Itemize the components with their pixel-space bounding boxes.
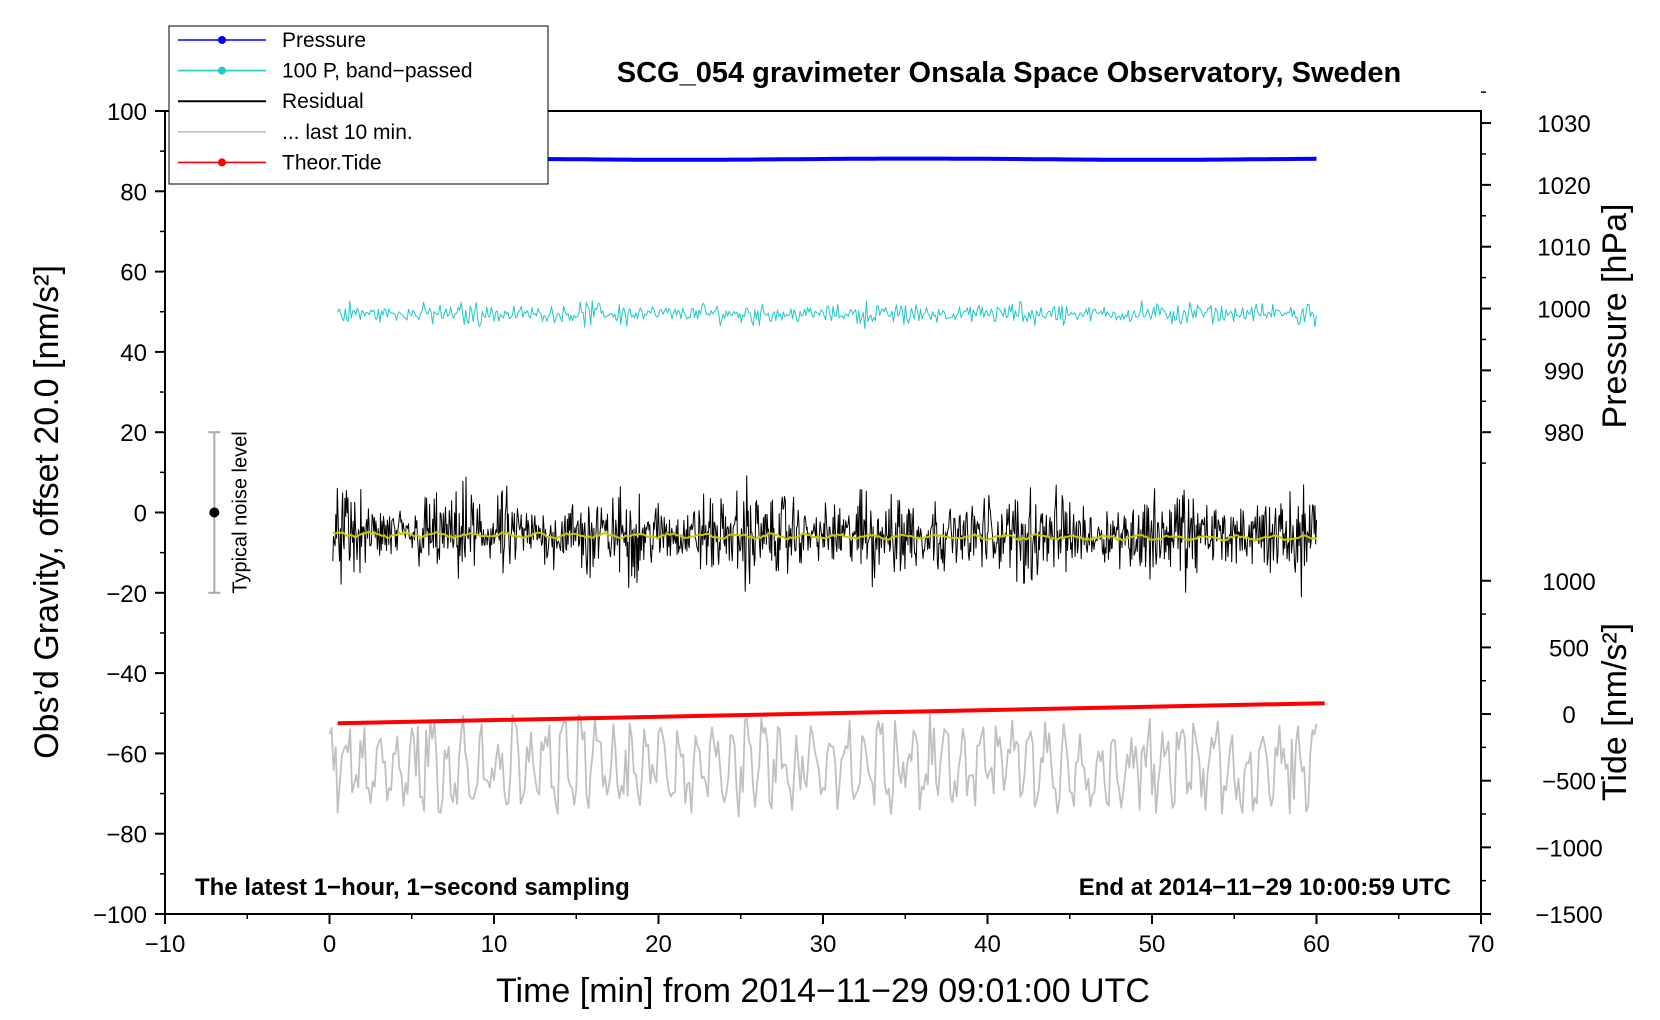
legend-box	[168, 25, 549, 185]
x-tick-label: 10	[481, 931, 508, 958]
y-axis-label-tide: Tide [nm/s²]	[1596, 623, 1634, 801]
pressure-tick-label: 980	[1544, 420, 1584, 447]
y-axis-left: −100 −80 −60 −40 −20 0 20 40 60 80 100	[93, 99, 165, 929]
series-residual-smoothed	[332, 530, 1317, 542]
x-tick-label: 70	[1468, 931, 1495, 958]
legend-label: ... last 10 min.	[282, 121, 413, 144]
y-tick-label: −80	[106, 822, 147, 849]
plot-frame	[164, 110, 1482, 915]
y-axis-tide: −1500 −1000 −500 0 500 1000	[1481, 569, 1603, 929]
noise-bar-center	[209, 507, 220, 518]
series-layer	[328, 156, 1325, 818]
pressure-tick-label: 1000	[1537, 297, 1590, 324]
pressure-tick-label: 990	[1544, 358, 1584, 385]
y-axis-label-pressure: Pressure [hPa]	[1596, 204, 1634, 429]
x-tick-label: 0	[323, 931, 336, 958]
legend-marker	[218, 66, 226, 75]
x-tick-label: 30	[810, 931, 837, 958]
y-tick-label: 100	[107, 99, 147, 126]
legend: Pressure 100 P, band−passed Residual ... la…	[168, 25, 549, 185]
series-residual	[332, 475, 1317, 598]
y-tick-label: −20	[106, 581, 147, 608]
pressure-tick-label: 1030	[1537, 111, 1590, 138]
x-tick-label: 40	[974, 931, 1001, 958]
legend-label: Pressure	[282, 29, 366, 52]
y-tick-label: −40	[106, 661, 147, 688]
tide-tick-label: −1500	[1535, 902, 1602, 929]
pressure-tick-label: 1010	[1537, 235, 1590, 262]
legend-label: Theor.Tide	[282, 151, 382, 174]
y-tick-label: 80	[120, 179, 147, 206]
x-tick-label: 50	[1139, 931, 1166, 958]
legend-marker	[218, 36, 226, 44]
tide-tick-label: 1000	[1542, 569, 1595, 596]
y-axis-pressure: 980 990 1000 1010 1020 1030	[1481, 91, 1591, 464]
tide-tick-label: −500	[1542, 769, 1596, 796]
tide-tick-label: 500	[1549, 635, 1589, 662]
y-axis-label-left: Obs’d Gravity, offset 20.0 [nm/s²]	[28, 265, 66, 759]
series-band-passed	[337, 300, 1317, 329]
noise-level-indicator	[208, 431, 221, 594]
x-tick-label: 20	[645, 931, 672, 958]
x-axis: −10 0 10 20 30 40 50 60 70	[145, 914, 1495, 958]
y-tick-label: 40	[120, 340, 147, 367]
annotation-sampling: The latest 1−hour, 1−second sampling	[195, 874, 630, 901]
x-tick-label: 60	[1303, 931, 1330, 958]
noise-level-label: Typical noise level	[229, 431, 251, 593]
pressure-tick-label: 1020	[1537, 173, 1590, 200]
chart-title: SCG_054 gravimeter Onsala Space Observat…	[617, 57, 1401, 89]
tide-tick-label: −1000	[1535, 835, 1602, 862]
tide-tick-label: 0	[1562, 702, 1575, 729]
x-tick-label: −10	[145, 931, 186, 958]
x-axis-label: Time [min] from 2014−11−29 09:01:00 UTC	[496, 972, 1150, 1010]
series-theor-tide	[337, 701, 1325, 726]
legend-label: Residual	[282, 90, 364, 113]
legend-label: 100 P, band−passed	[282, 60, 473, 83]
series-last-10-min	[328, 713, 1318, 818]
annotation-end-time: End at 2014−11−29 10:00:59 UTC	[1079, 874, 1451, 901]
y-tick-label: 60	[120, 260, 147, 287]
y-tick-label: 20	[120, 420, 147, 447]
y-tick-label: −100	[93, 902, 147, 929]
legend-marker	[218, 158, 226, 167]
y-tick-label: 0	[134, 501, 147, 528]
y-tick-label: −60	[106, 741, 147, 768]
